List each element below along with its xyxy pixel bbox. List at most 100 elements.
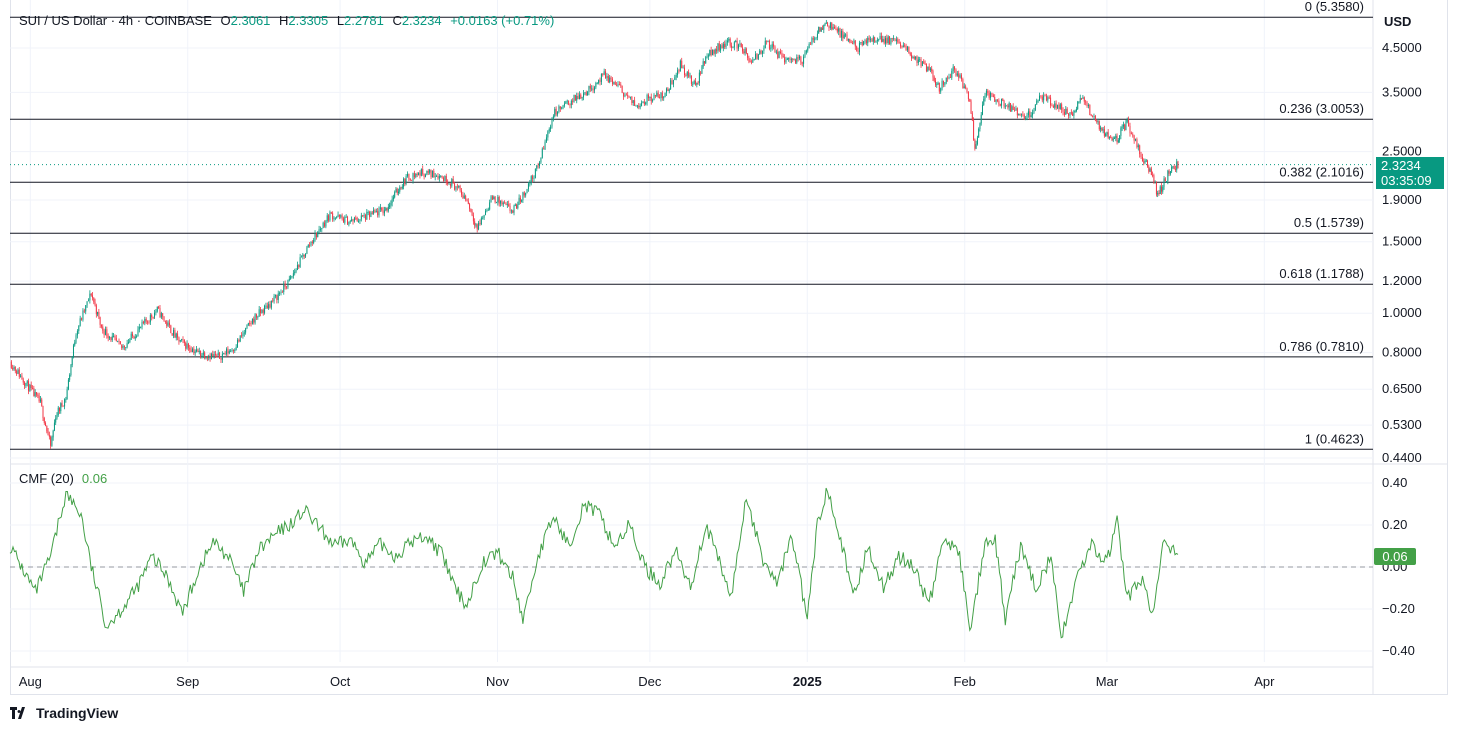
candle-body (591, 88, 593, 90)
candle-body (33, 388, 35, 397)
candle-body (362, 215, 364, 217)
candle-body (755, 53, 757, 60)
candle-body (812, 38, 814, 40)
candle-body (714, 49, 716, 54)
candle-body (639, 105, 641, 108)
candle-body (465, 195, 467, 200)
candle-body (1092, 115, 1094, 117)
time-tick-label: Mar (1096, 674, 1119, 689)
candle-body (842, 30, 844, 39)
candle-body (763, 48, 765, 51)
candle-body (578, 94, 580, 99)
candle-body (1081, 98, 1083, 99)
cmf-pane (9, 487, 1373, 639)
candle-body (752, 59, 754, 63)
candle-body (659, 97, 661, 99)
price-tick-label: 4.5000 (1382, 40, 1422, 55)
candle-body (703, 61, 705, 64)
candle-body (415, 173, 417, 178)
candle-body (253, 318, 255, 323)
candle-body (235, 347, 237, 350)
candle-body (132, 333, 134, 336)
candle-body (151, 315, 153, 318)
candle-body (668, 89, 670, 92)
candle-body (1082, 97, 1084, 99)
candle-body (510, 210, 512, 212)
candle-body (925, 64, 927, 72)
candle-body (1086, 102, 1088, 106)
candle-body (467, 201, 469, 205)
candle-body (965, 86, 967, 89)
candle-body (667, 88, 669, 92)
candle-body (664, 92, 666, 98)
candle-body (307, 244, 309, 248)
candle-body (138, 326, 140, 330)
candle-body (156, 306, 158, 312)
price-axis[interactable]: 4.5000 3.5000 2.5000 1.9000 1.5000 1.2000 1.00… (1382, 40, 1422, 465)
candle-body (1047, 97, 1049, 101)
candle-body (935, 80, 937, 85)
candle-body (70, 365, 72, 375)
candle-body (548, 129, 550, 132)
candle-body (898, 41, 900, 44)
candle-body (1070, 112, 1072, 114)
candle-body (985, 90, 987, 96)
candle-body (1016, 108, 1018, 116)
change-value: +0.0163 (+0.71%) (450, 13, 555, 28)
candle-body (1004, 105, 1006, 107)
candle-body (26, 381, 28, 384)
candle-body (835, 28, 837, 30)
chart-frame[interactable] (10, 0, 1448, 695)
candle-body (909, 52, 911, 55)
candle-body (576, 96, 578, 101)
candle-body (856, 46, 858, 51)
candle-body (1164, 178, 1166, 181)
candle-body (675, 75, 677, 78)
candle-body (1037, 100, 1039, 102)
candle-body (654, 95, 656, 97)
candle-body (652, 99, 654, 102)
candle-body (1012, 106, 1014, 110)
candle-body (378, 209, 380, 216)
candle-body (828, 25, 830, 29)
candle-body (544, 141, 546, 150)
candle-body (536, 165, 538, 169)
candle-body (671, 80, 673, 85)
candle-body (493, 196, 495, 200)
candle-body (163, 316, 165, 321)
tradingview-logo[interactable]: TradingView (10, 705, 118, 721)
candle-body (478, 222, 480, 230)
candle-body (1158, 193, 1160, 195)
cmf-legend[interactable]: CMF (20) 0.06 (19, 471, 107, 486)
candle-body (537, 165, 539, 167)
time-axis[interactable]: Aug Sep Oct Nov Dec 2025 Feb Mar Apr (19, 674, 1275, 689)
candle-body (284, 283, 286, 287)
currency-selector[interactable]: USD (1384, 14, 1412, 29)
candle-body (573, 94, 575, 102)
candle-body (1103, 129, 1105, 136)
candle-body (709, 49, 711, 56)
candle-body (1054, 103, 1056, 108)
price-tick-label: 0.5300 (1382, 417, 1422, 432)
candle-body (359, 219, 361, 222)
candle-body (976, 137, 978, 145)
candle-body (1147, 160, 1149, 167)
candle-body (140, 326, 142, 328)
candle-body (695, 80, 697, 85)
candle-body (440, 175, 442, 177)
fib-level-label: 0.5 (1.5739) (1294, 215, 1364, 230)
candle-body (277, 293, 279, 300)
candle-body (201, 354, 203, 357)
candle-body (38, 395, 40, 402)
candle-body (472, 215, 474, 222)
cmf-axis[interactable]: 0.400.200.00−0.20−0.40 (1382, 475, 1415, 658)
candle-body (1136, 139, 1138, 148)
candle-body (872, 37, 874, 42)
candle-body (574, 94, 576, 101)
candle-body (797, 57, 799, 59)
candle-body (1141, 157, 1143, 162)
candle-body (170, 325, 172, 334)
candle-body (34, 392, 36, 397)
candle-body (1044, 95, 1046, 97)
